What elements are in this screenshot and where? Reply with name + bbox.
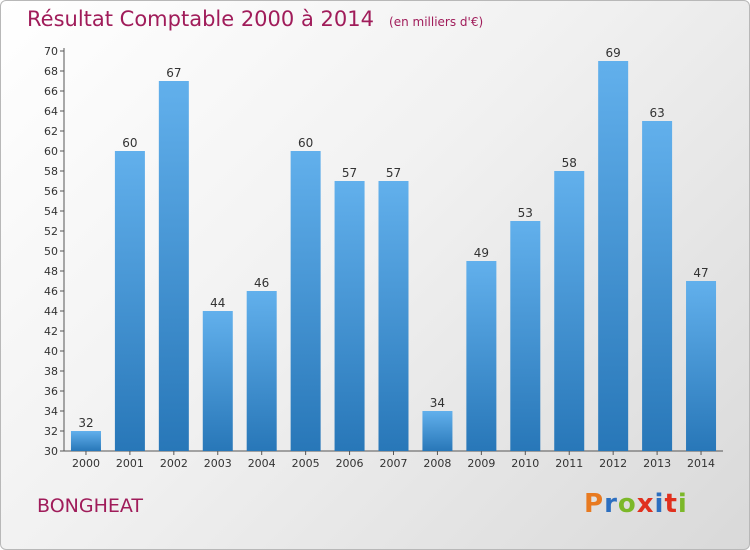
bar xyxy=(510,221,541,451)
y-tick-label: 30 xyxy=(44,445,58,458)
data-label: 57 xyxy=(386,166,401,180)
x-tick-label: 2001 xyxy=(116,457,144,470)
y-tick-label: 68 xyxy=(44,65,58,78)
data-label: 49 xyxy=(474,246,489,260)
y-tick-label: 38 xyxy=(44,365,58,378)
y-tick-label: 64 xyxy=(44,105,58,118)
data-label: 57 xyxy=(342,166,357,180)
logo-letter: r xyxy=(604,489,618,519)
logo-letter: i xyxy=(654,489,665,519)
x-tick-label: 2004 xyxy=(248,457,276,470)
y-tick-label: 36 xyxy=(44,385,58,398)
bar xyxy=(642,121,673,451)
y-tick-label: 60 xyxy=(44,145,58,158)
bar xyxy=(378,181,409,451)
x-tick-label: 2006 xyxy=(336,457,364,470)
data-label: 34 xyxy=(430,396,445,410)
proxiti-logo: Proxiti xyxy=(584,489,688,519)
y-tick-label: 34 xyxy=(44,405,58,418)
commune-name: BONGHEAT xyxy=(37,495,144,517)
bar xyxy=(290,151,321,451)
logo-letter: x xyxy=(636,489,655,519)
logo-letter: i xyxy=(677,489,688,519)
data-label: 69 xyxy=(606,46,621,60)
y-tick-label: 42 xyxy=(44,325,58,338)
title-row: Résultat Comptable 2000 à 2014 (en milli… xyxy=(27,7,483,31)
y-tick-label: 40 xyxy=(44,345,58,358)
y-tick-label: 54 xyxy=(44,205,58,218)
x-tick-label: 2002 xyxy=(160,457,188,470)
bar xyxy=(466,261,497,451)
y-tick-label: 62 xyxy=(44,125,58,138)
bar xyxy=(202,311,233,451)
data-label: 47 xyxy=(693,266,708,280)
bar xyxy=(422,411,453,451)
x-tick-label: 2007 xyxy=(380,457,408,470)
data-label: 44 xyxy=(210,296,225,310)
data-label: 67 xyxy=(166,66,181,80)
logo-letter: o xyxy=(617,489,637,519)
data-label: 63 xyxy=(649,106,664,120)
y-tick-label: 66 xyxy=(44,85,58,98)
bar xyxy=(114,151,145,451)
x-tick-label: 2012 xyxy=(599,457,627,470)
y-tick-label: 46 xyxy=(44,285,58,298)
y-tick-label: 44 xyxy=(44,305,58,318)
chart-subtitle: (en milliers d'€) xyxy=(389,15,484,29)
y-tick-label: 56 xyxy=(44,185,58,198)
logo-letter: t xyxy=(664,489,678,519)
x-tick-label: 2013 xyxy=(643,457,671,470)
data-label: 60 xyxy=(122,136,137,150)
x-tick-label: 2011 xyxy=(555,457,583,470)
data-label: 60 xyxy=(298,136,313,150)
x-tick-label: 2008 xyxy=(423,457,451,470)
bar xyxy=(70,431,101,451)
x-tick-label: 2009 xyxy=(467,457,495,470)
x-tick-label: 2005 xyxy=(292,457,320,470)
y-tick-label: 58 xyxy=(44,165,58,178)
bar xyxy=(554,171,585,451)
bar xyxy=(686,281,717,451)
x-tick-label: 2014 xyxy=(687,457,715,470)
y-tick-label: 52 xyxy=(44,225,58,238)
y-tick-label: 50 xyxy=(44,245,58,258)
y-tick-label: 48 xyxy=(44,265,58,278)
x-tick-label: 2003 xyxy=(204,457,232,470)
logo-letter: P xyxy=(584,489,605,519)
data-label: 46 xyxy=(254,276,269,290)
data-label: 32 xyxy=(78,416,93,430)
bar xyxy=(334,181,365,451)
chart-title: Résultat Comptable 2000 à 2014 xyxy=(27,7,374,31)
x-tick-label: 2000 xyxy=(72,457,100,470)
bar xyxy=(598,61,629,451)
bar xyxy=(246,291,277,451)
y-tick-label: 70 xyxy=(44,45,58,58)
x-tick-label: 2010 xyxy=(511,457,539,470)
bar xyxy=(158,81,189,451)
y-tick-label: 32 xyxy=(44,425,58,438)
data-label: 58 xyxy=(562,156,577,170)
data-label: 53 xyxy=(518,206,533,220)
